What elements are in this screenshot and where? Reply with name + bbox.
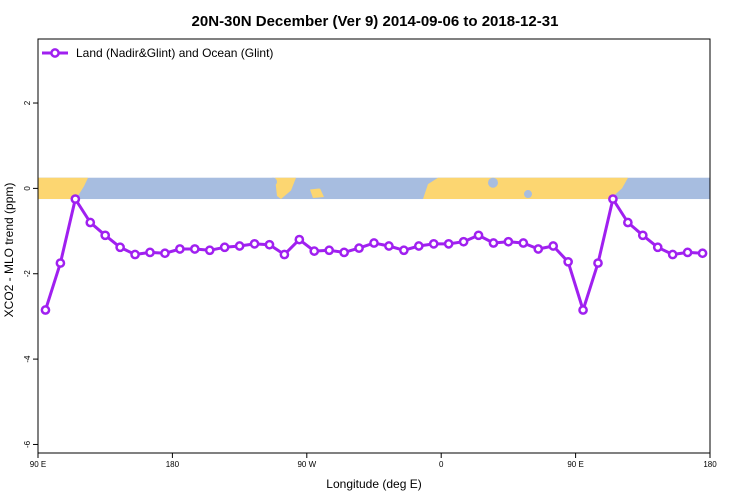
x-tick-label: 90 E — [567, 460, 583, 469]
data-point — [697, 248, 708, 259]
legend-marker — [50, 48, 60, 58]
data-point — [428, 239, 439, 249]
x-axis: 90 E 180 90 W 0 90 E 180 — [30, 453, 717, 469]
data-point — [234, 241, 245, 251]
land-shape — [38, 177, 88, 200]
y-axis-label: XCO2 - MLO trend (ppm) — [2, 183, 16, 318]
y-axis: 2 0 -2 -4 -6 — [23, 100, 38, 448]
data-point — [682, 247, 693, 258]
y-tick-label: 2 — [23, 100, 32, 105]
data-point — [667, 249, 678, 260]
series-line — [44, 197, 703, 312]
data-point — [413, 241, 424, 251]
data-point — [548, 241, 559, 251]
data-point — [249, 239, 260, 249]
lake-shape — [488, 177, 498, 188]
data-point — [593, 258, 603, 268]
chart-title: 20N-30N December (Ver 9) 2014-09-06 to 2… — [192, 13, 559, 30]
data-point — [563, 256, 573, 267]
data-point — [369, 238, 379, 248]
data-point — [309, 246, 320, 256]
data-point — [652, 242, 663, 253]
data-point — [279, 249, 290, 260]
y-tick-label: -6 — [23, 440, 32, 448]
lake-shape — [269, 177, 277, 186]
legend-entry: Land (Nadir&Glint) and Ocean (Glint) — [76, 46, 273, 60]
land-shape — [310, 188, 324, 199]
data-point — [608, 194, 618, 204]
data-point — [160, 248, 170, 259]
data-point — [473, 230, 484, 241]
world-map-strip — [38, 177, 710, 200]
data-point — [354, 243, 364, 253]
x-tick-label: 180 — [703, 460, 717, 469]
data-point — [219, 242, 230, 253]
x-tick-label: 90 W — [297, 460, 316, 469]
data-point — [443, 239, 454, 249]
data-point — [578, 305, 588, 315]
land-shape — [275, 177, 296, 200]
data-point — [189, 244, 200, 254]
data-point — [204, 245, 215, 256]
data-point — [100, 230, 111, 241]
y-tick-label: -4 — [23, 355, 32, 363]
data-point — [339, 247, 349, 258]
data-point — [399, 245, 409, 256]
data-point — [384, 241, 394, 251]
data-point — [264, 239, 275, 250]
series-points — [40, 194, 708, 315]
data-point — [85, 217, 96, 228]
data-point — [637, 230, 648, 241]
data-point — [175, 244, 185, 254]
x-tick-label: 0 — [439, 460, 444, 469]
data-point — [533, 244, 544, 254]
data-point — [70, 194, 81, 204]
data-point — [458, 236, 469, 247]
data-point — [145, 247, 155, 258]
lake-shape — [317, 182, 323, 189]
data-point — [324, 245, 335, 256]
land-shape — [423, 177, 628, 200]
data-point — [488, 238, 499, 248]
data-point — [115, 242, 125, 253]
data-point — [40, 305, 51, 315]
y-tick-label: 0 — [23, 186, 32, 191]
data-point — [503, 236, 514, 247]
lake-shape — [524, 190, 532, 199]
y-tick-label: -2 — [23, 270, 32, 278]
data-point — [55, 258, 66, 268]
legend: Land (Nadir&Glint) and Ocean (Glint) — [42, 46, 273, 60]
data-point — [130, 249, 140, 260]
data-point — [518, 238, 529, 248]
x-axis-label: Longitude (deg E) — [326, 477, 421, 491]
data-point — [294, 234, 305, 245]
plot-frame — [37, 38, 711, 454]
x-tick-label: 180 — [166, 460, 180, 469]
data-point — [623, 217, 633, 228]
x-tick-label: 90 E — [30, 460, 46, 469]
